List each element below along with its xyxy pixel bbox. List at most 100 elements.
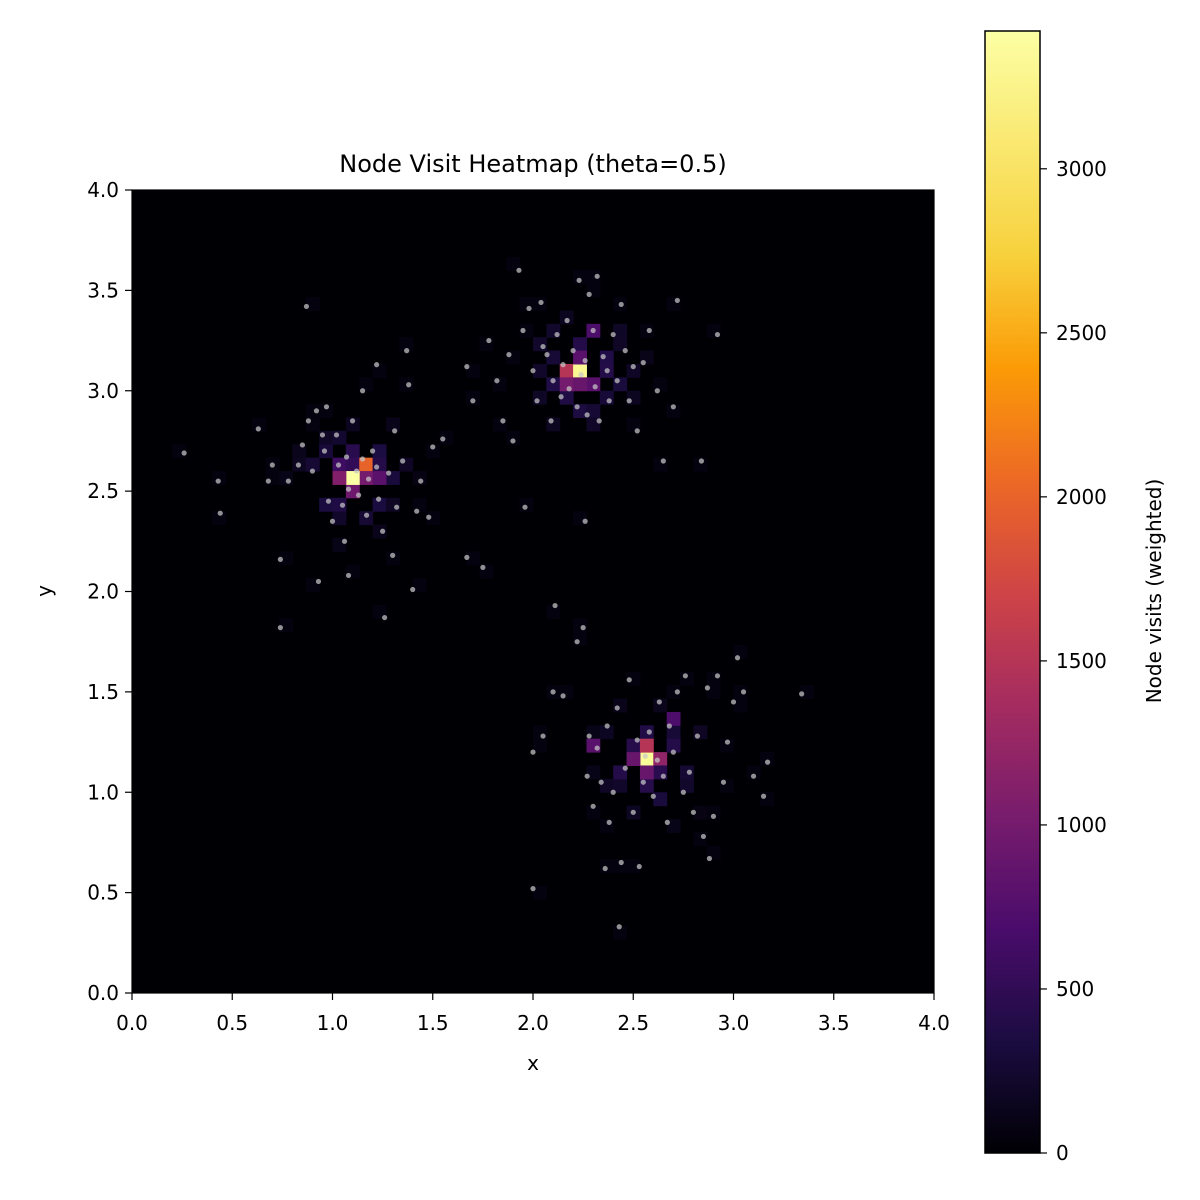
scatter-point: [602, 865, 608, 872]
scatter-point: [394, 504, 400, 510]
heatmap-bin: [706, 685, 721, 700]
heatmap-bin: [533, 738, 547, 753]
heatmap-bin: [385, 417, 400, 432]
heatmap-bin: [212, 511, 227, 526]
colorbar-tick-label: 1000: [1056, 813, 1107, 837]
heatmap-bin: [546, 377, 561, 392]
heatmap-bin: [653, 377, 668, 392]
heatmap-bin: [332, 511, 347, 526]
scatter-point: [406, 382, 412, 388]
scatter-point: [313, 408, 320, 414]
heatmap-bin: [345, 444, 360, 459]
scatter-point: [552, 602, 558, 609]
heatmap-bin: [639, 738, 654, 753]
scatter-point: [764, 759, 771, 765]
heatmap-bin: [626, 363, 641, 378]
scatter-point: [618, 859, 624, 866]
y-axis: 0.0 0.5 1.0 1.5 2.0 2.5 3.0 3.5 4.0: [87, 178, 132, 1005]
scatter-point: [426, 514, 432, 520]
scatter-point: [339, 502, 346, 508]
heatmap-bin: [586, 377, 601, 392]
scatter-point: [440, 436, 446, 442]
heatmap-bin: [626, 752, 641, 766]
scatter-point: [686, 769, 692, 775]
scatter-point: [610, 331, 616, 338]
heatmap-bin: [345, 471, 360, 485]
y-tick-label: 3.5: [87, 278, 119, 302]
heatmap-bin: [666, 711, 681, 726]
scatter-point: [670, 749, 676, 755]
heatmap-bin: [426, 444, 440, 459]
scatter-point: [640, 779, 646, 785]
scatter-point: [730, 699, 737, 705]
y-tick-label: 4.0: [87, 178, 119, 202]
y-tick-label: 2.5: [87, 479, 119, 503]
scatter-point: [578, 372, 584, 378]
y-axis-label: y: [32, 585, 56, 597]
scatter-point: [660, 458, 666, 464]
heatmap-bin: [800, 685, 815, 700]
chart-title: Node Visit Heatmap (theta=0.5): [339, 150, 726, 178]
scatter-point: [486, 337, 492, 344]
heatmap-bin: [319, 404, 333, 419]
heatmap-bin: [599, 725, 614, 740]
scatter-point: [376, 496, 382, 502]
scatter-point: [380, 528, 386, 534]
scatter-point: [600, 354, 606, 360]
scatter-point: [323, 404, 330, 410]
scatter-point: [464, 364, 470, 370]
heatmap-bin: [533, 885, 547, 900]
y-tick-label: 2.0: [87, 580, 119, 604]
scatter-point: [616, 924, 622, 930]
heatmap-bin: [479, 337, 494, 352]
scatter-point: [255, 426, 261, 432]
scatter-point: [414, 508, 420, 514]
x-tick-label: 0.5: [216, 1011, 248, 1035]
x-tick-label: 3.5: [818, 1011, 850, 1035]
heatmap-bin: [279, 471, 293, 485]
scatter-point: [538, 299, 544, 306]
heatmap-bin: [533, 337, 547, 352]
scatter-point: [349, 418, 356, 424]
heatmap-bin: [613, 323, 628, 338]
heatmap-bin: [385, 497, 400, 512]
scatter-point: [303, 303, 310, 310]
heatmap-bin: [626, 859, 641, 874]
heatmap-bin: [546, 350, 561, 365]
heatmap-bin: [613, 698, 628, 713]
scatter-point: [714, 331, 721, 338]
scatter-point: [530, 368, 536, 374]
scatter-point: [654, 757, 660, 763]
heatmap-bin: [305, 457, 320, 472]
scatter-point: [634, 737, 640, 743]
scatter-point: [217, 510, 223, 516]
scatter-point: [598, 779, 604, 785]
heatmap-bin: [466, 363, 481, 378]
heatmap-bin: [573, 631, 587, 646]
scatter-point: [418, 478, 424, 484]
heatmap-bin: [506, 430, 521, 445]
heatmap-bin: [573, 337, 587, 352]
scatter-point: [710, 813, 717, 819]
scatter-point: [464, 554, 470, 560]
scatter-point: [494, 378, 500, 384]
heatmap-bin: [573, 618, 587, 633]
heatmap-bin: [626, 417, 641, 432]
scatter-point: [680, 789, 686, 795]
x-tick-label: 3.0: [718, 1011, 750, 1035]
scatter-point: [534, 398, 540, 404]
colorbar-tick-label: 500: [1056, 977, 1094, 1001]
heatmap-bin: [586, 738, 601, 753]
heatmap-bin: [372, 524, 387, 539]
scatter-point: [295, 462, 302, 468]
scatter-point: [520, 327, 526, 334]
scatter-point: [410, 586, 416, 593]
scatter-point: [720, 779, 727, 785]
x-axis-label: x: [527, 1051, 539, 1075]
heatmap-bin: [573, 377, 587, 392]
heatmap-bin: [706, 805, 721, 820]
scatter-point: [480, 564, 486, 571]
scatter-point: [606, 398, 612, 404]
heatmap-bin: [359, 377, 374, 392]
